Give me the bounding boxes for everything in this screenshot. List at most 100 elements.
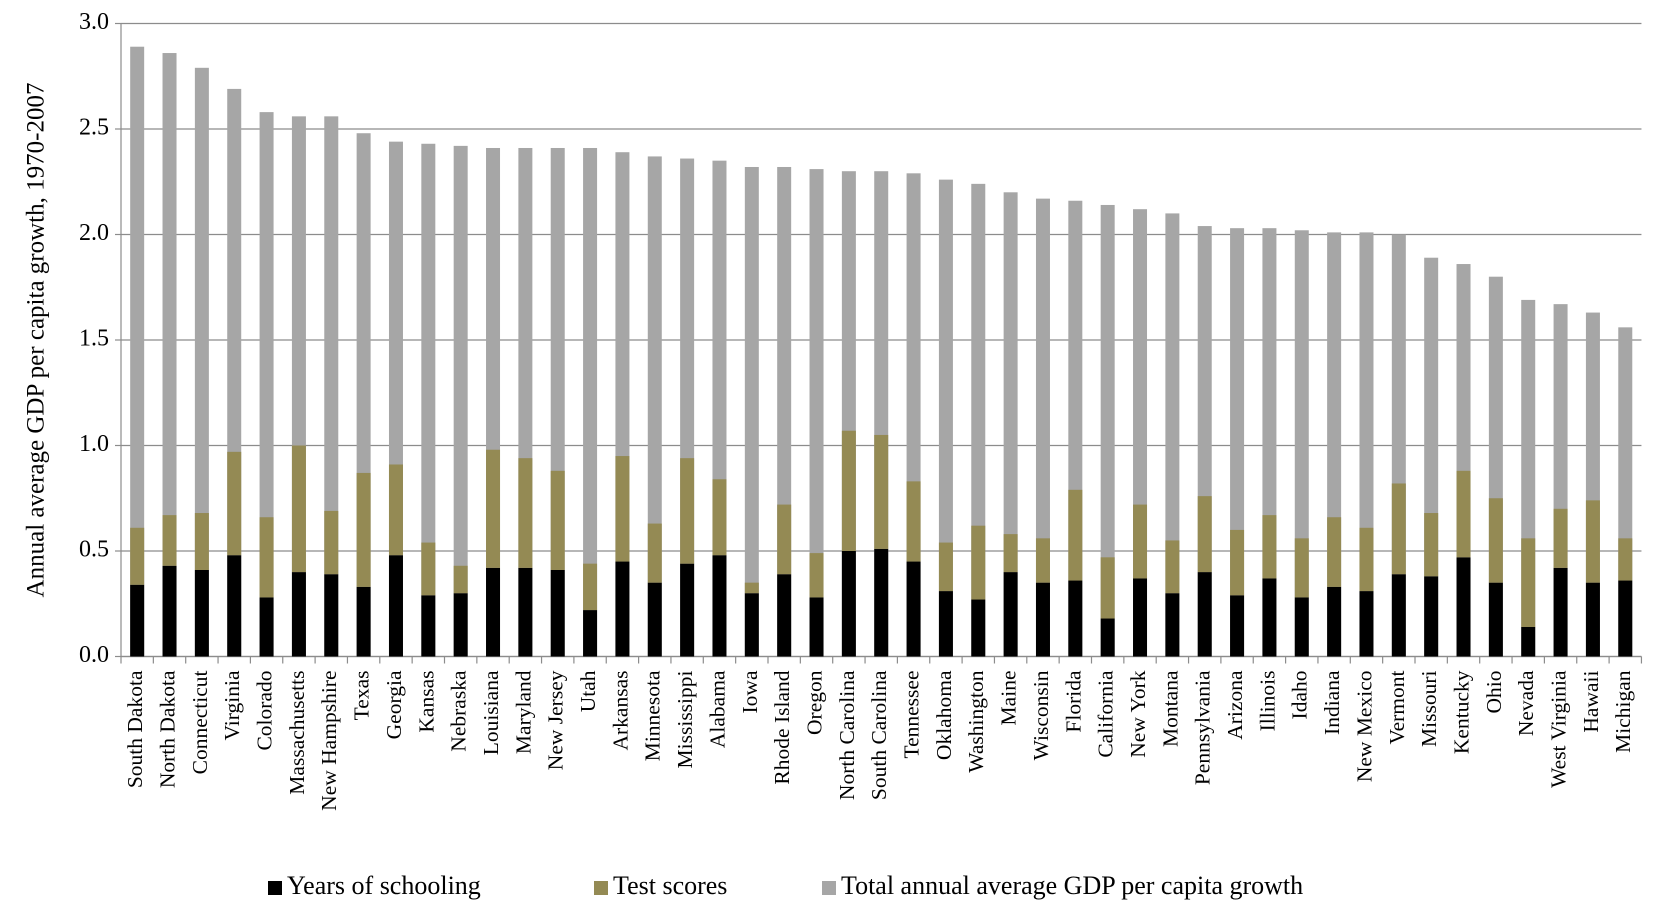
- bar: [486, 449, 501, 568]
- bar: [453, 145, 468, 657]
- bar: [777, 504, 792, 575]
- bar: [1521, 538, 1536, 627]
- x-tick-label: Vermont: [1385, 670, 1409, 744]
- bar: [1262, 515, 1277, 579]
- y-axis-title: Annual average GDP per capita growth, 19…: [23, 83, 50, 598]
- bar: [744, 166, 759, 657]
- bar: [1035, 582, 1050, 657]
- y-tick-label: 1.0: [79, 431, 109, 457]
- legend-label: Total annual average GDP per capita grow…: [841, 871, 1303, 900]
- bar: [1391, 574, 1406, 657]
- x-tick-label: Utah: [576, 670, 600, 712]
- x-tick-label: Oklahoma: [932, 670, 956, 760]
- bar: [259, 597, 274, 657]
- x-tick-label: California: [1094, 670, 1118, 758]
- bar: [130, 584, 145, 657]
- x-tick-label: Idaho: [1288, 671, 1312, 720]
- bar: [647, 523, 662, 583]
- bar: [356, 586, 371, 657]
- bar: [356, 472, 371, 587]
- x-tick-label: Tennessee: [900, 671, 924, 759]
- bar: [1359, 527, 1374, 592]
- bar: [1003, 534, 1018, 573]
- y-tick-label: 3.0: [79, 9, 109, 35]
- bar: [162, 53, 177, 657]
- bar: [777, 574, 792, 657]
- bar: [583, 147, 598, 657]
- bar: [809, 597, 824, 657]
- bar: [550, 569, 565, 657]
- bar: [874, 548, 889, 657]
- bar: [1327, 586, 1342, 657]
- bar: [583, 563, 598, 611]
- bar: [938, 591, 953, 657]
- bar: [1197, 496, 1212, 573]
- x-tick-label: South Dakota: [123, 670, 147, 788]
- bar: [1003, 572, 1018, 657]
- bar: [259, 517, 274, 598]
- bar: [1133, 504, 1148, 579]
- bar: [388, 464, 403, 556]
- x-tick-label: Minnesota: [641, 670, 665, 761]
- legend-swatch: [594, 881, 608, 895]
- y-tick-label: 2.5: [79, 115, 109, 141]
- bar: [227, 555, 242, 657]
- bar: [1100, 557, 1115, 619]
- bar: [712, 555, 727, 657]
- x-tick-label: Massachusetts: [285, 671, 309, 795]
- bar: [1230, 595, 1245, 657]
- bar: [1585, 500, 1600, 583]
- x-tick-label: Washington: [964, 670, 988, 772]
- bar: [1035, 538, 1050, 583]
- bar: [841, 551, 856, 657]
- bar: [324, 510, 339, 575]
- x-tick-label: Missouri: [1417, 670, 1441, 746]
- bar: [1553, 508, 1568, 568]
- x-tick-label: Pennsylvania: [1191, 670, 1215, 785]
- x-tick-label: Michigan: [1611, 670, 1635, 753]
- bar: [615, 456, 630, 562]
- bar: [421, 143, 436, 657]
- bar: [583, 610, 598, 657]
- bar: [1488, 582, 1503, 657]
- bar: [194, 569, 209, 657]
- bar: [1488, 498, 1503, 583]
- legend-label: Test scores: [613, 871, 727, 900]
- x-tick-label: Mississippi: [673, 670, 697, 768]
- x-tick-label: Oregon: [802, 670, 826, 735]
- x-tick-label: Rhode Island: [770, 670, 794, 784]
- bar: [1456, 470, 1471, 558]
- x-tick-label: Hawaii: [1579, 670, 1603, 732]
- bar: [1165, 540, 1180, 594]
- bar: [1521, 626, 1536, 657]
- bar: [324, 574, 339, 657]
- x-tick-label: North Carolina: [835, 670, 859, 800]
- x-tick-label: Louisiana: [479, 670, 503, 755]
- y-tick-label: 0.5: [79, 537, 109, 563]
- bar: [615, 561, 630, 657]
- bar: [1618, 538, 1633, 581]
- x-tick-label: Montana: [1158, 670, 1182, 747]
- bar: [421, 542, 436, 596]
- bar: [938, 542, 953, 592]
- bar: [1424, 513, 1439, 577]
- bar: [194, 67, 209, 657]
- x-tick-label: Maryland: [511, 670, 535, 754]
- x-tick-label: Arkansas: [608, 671, 632, 751]
- bar: [647, 582, 662, 657]
- legend-label: Years of schooling: [287, 871, 481, 900]
- bar: [388, 555, 403, 657]
- x-tick-label: West Virginia: [1547, 670, 1571, 788]
- y-tick-label: 1.5: [79, 326, 109, 352]
- x-tick-label: Nevada: [1514, 670, 1538, 736]
- x-tick-label: Connecticut: [188, 670, 212, 774]
- x-tick-label: Virginia: [220, 670, 244, 740]
- bar: [1327, 517, 1342, 587]
- bar: [841, 430, 856, 551]
- x-tick-label: Nebraska: [447, 670, 471, 752]
- bar: [1100, 618, 1115, 657]
- x-tick-label: Texas: [350, 671, 374, 721]
- x-tick-label: New Jersey: [544, 670, 568, 770]
- x-tick-label: North Dakota: [155, 670, 179, 788]
- bar: [744, 593, 759, 657]
